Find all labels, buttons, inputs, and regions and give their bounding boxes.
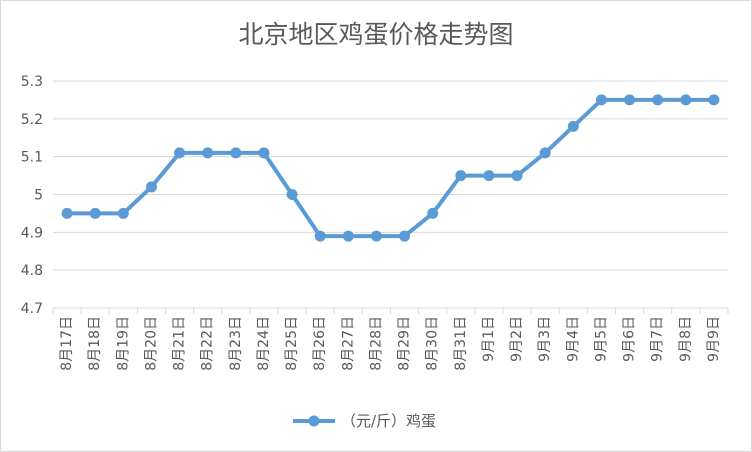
data-point	[652, 94, 664, 106]
legend: （元/斤）鸡蛋	[293, 412, 436, 430]
data-point	[202, 147, 214, 159]
x-tick-label: 8月17日	[59, 316, 75, 371]
legend-label: （元/斤）鸡蛋	[341, 412, 436, 430]
y-tick-label: 5.1	[21, 150, 43, 166]
x-tick-label: 9月2日	[509, 316, 525, 362]
x-tick-label: 8月22日	[200, 316, 216, 371]
data-point	[286, 189, 298, 200]
y-tick-label: 4.7	[21, 301, 43, 317]
data-point	[427, 207, 439, 219]
chart-title: 北京地区鸡蛋价格走势图	[238, 20, 513, 49]
data-point	[399, 230, 411, 242]
x-tick-label: 8月21日	[172, 316, 188, 371]
x-tick-label: 8月26日	[312, 316, 328, 371]
y-tick-label: 5	[34, 188, 43, 204]
grid-lines	[53, 80, 728, 309]
x-tick-label: 8月19日	[115, 316, 131, 371]
legend-marker	[308, 415, 320, 427]
x-tick-label: 9月1日	[481, 316, 497, 362]
x-tick-label: 8月30日	[425, 316, 441, 371]
series-layer	[61, 94, 720, 242]
data-point	[483, 170, 495, 182]
data-point	[567, 120, 579, 132]
x-tick-label: 9月5日	[593, 316, 609, 362]
y-tick-label: 4.8	[21, 263, 43, 279]
x-tick-label: 9月8日	[678, 316, 694, 362]
data-point	[61, 207, 73, 219]
x-tick-label: 9月3日	[537, 316, 553, 362]
data-point	[174, 147, 186, 159]
x-tick-label: 8月29日	[397, 316, 413, 371]
x-tick-label: 8月24日	[256, 316, 272, 371]
data-point	[680, 94, 692, 106]
x-tick-label: 8月20日	[143, 316, 159, 371]
data-point	[455, 170, 467, 182]
x-tick-label: 9月7日	[650, 316, 666, 362]
data-point	[539, 147, 551, 159]
series-line-0	[65, 97, 716, 239]
x-tick-label: 8月23日	[228, 316, 244, 371]
data-point	[708, 94, 720, 106]
data-point	[258, 147, 270, 159]
data-point	[342, 230, 354, 242]
x-tick-label: 9月6日	[622, 316, 638, 362]
x-tick-label: 8月18日	[87, 316, 103, 371]
y-tick-label: 5.3	[21, 74, 43, 90]
y-tick-label: 5.2	[21, 112, 43, 128]
x-tick-label: 8月31日	[453, 316, 469, 371]
data-point	[595, 94, 607, 106]
data-point	[511, 170, 523, 182]
x-tick-label: 9月9日	[706, 316, 722, 362]
y-axis: 4.7 4.8 4.9 5 5.1 5.2 5.3	[21, 74, 43, 317]
y-tick-label: 4.9	[21, 225, 43, 241]
x-tick-label: 9月4日	[565, 316, 581, 362]
x-tick-label: 8月27日	[340, 316, 356, 371]
x-tick-label: 8月28日	[368, 316, 384, 371]
data-point	[117, 207, 129, 219]
data-point	[370, 230, 382, 242]
x-tick-label: 8月25日	[284, 316, 300, 371]
data-point	[89, 207, 101, 219]
x-axis: 8月17日 8月18日 8月19日 8月20日 8月21日 8月22日 8月23日 8月24日…	[52, 308, 729, 371]
data-point	[230, 147, 242, 159]
data-point	[624, 94, 636, 106]
data-point	[145, 181, 157, 193]
data-point	[314, 230, 326, 242]
